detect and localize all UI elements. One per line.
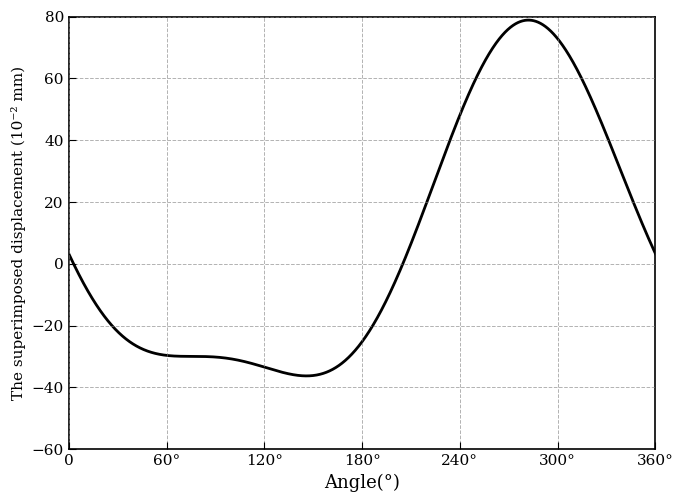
X-axis label: Angle(°): Angle(°) — [324, 474, 400, 492]
Y-axis label: The superimposed displacement (10⁻² mm): The superimposed displacement (10⁻² mm) — [11, 66, 26, 400]
